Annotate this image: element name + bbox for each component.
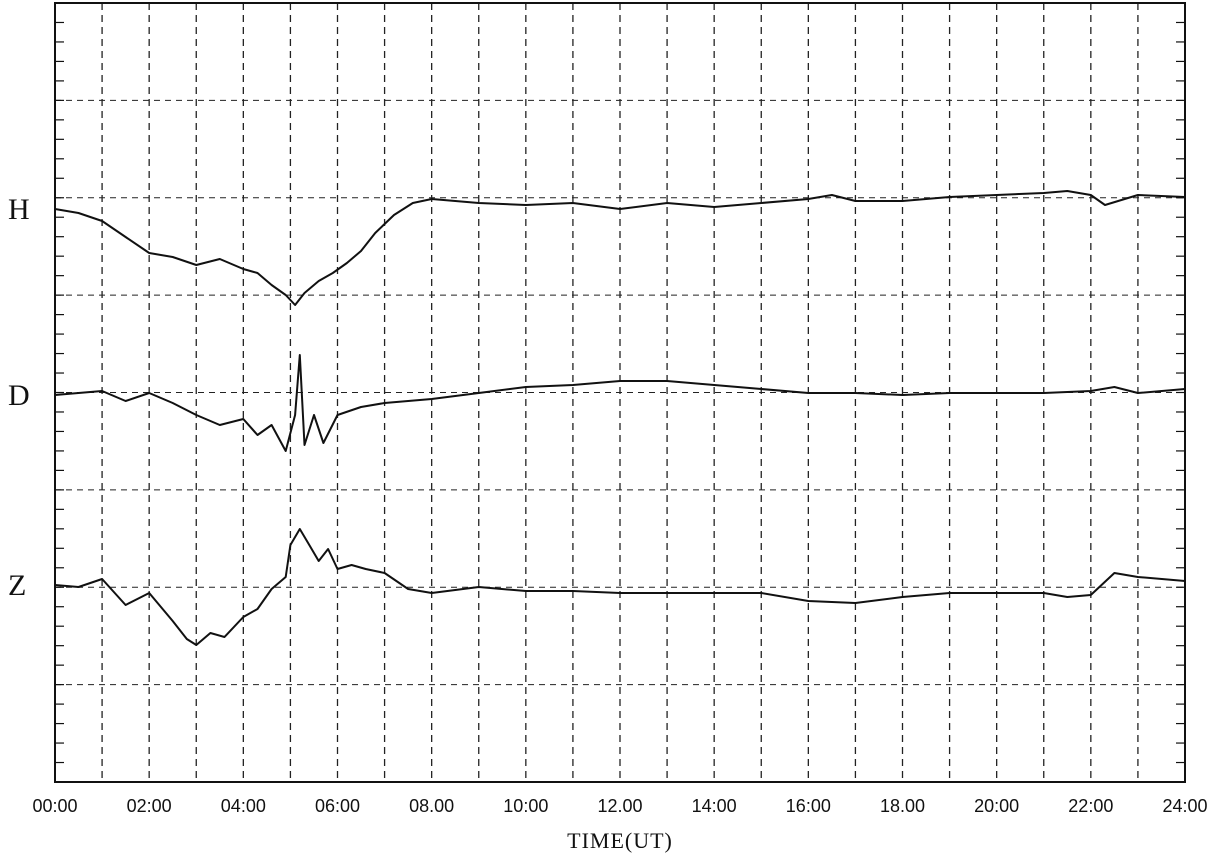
x-tick-label: 14:00 (692, 796, 737, 816)
series-line-h (54, 190, 1186, 306)
x-tick-labels: 00:00 02:00 04:00 06:00 08.00 10:00 12.00 14:00… (32, 796, 1207, 816)
trace-labels: H D Z (8, 193, 30, 602)
x-tick-label: 00:00 (32, 796, 77, 816)
x-tick-label: 02:00 (127, 796, 172, 816)
minor-ticks (55, 21, 1185, 764)
x-tick-label: 08.00 (409, 796, 454, 816)
x-tick-label: 04:00 (221, 796, 266, 816)
series-line-z (54, 528, 1186, 646)
x-tick-label: 12.00 (597, 796, 642, 816)
trace-label-d: D (8, 379, 30, 412)
trace-label-z: Z (8, 569, 26, 602)
x-tick-label: 22:00 (1068, 796, 1113, 816)
trace-label-h: H (8, 193, 30, 226)
x-tick-label: 18.00 (880, 796, 925, 816)
x-axis-title: TIME(UT) (567, 828, 673, 853)
series-line-d (54, 354, 1186, 452)
x-tick-label: 10:00 (503, 796, 548, 816)
x-tick-label: 20:00 (974, 796, 1019, 816)
series-layer (54, 190, 1186, 646)
x-tick-label: 16:00 (786, 796, 831, 816)
x-tick-label: 06:00 (315, 796, 360, 816)
x-tick-label: 24:00 (1162, 796, 1207, 816)
